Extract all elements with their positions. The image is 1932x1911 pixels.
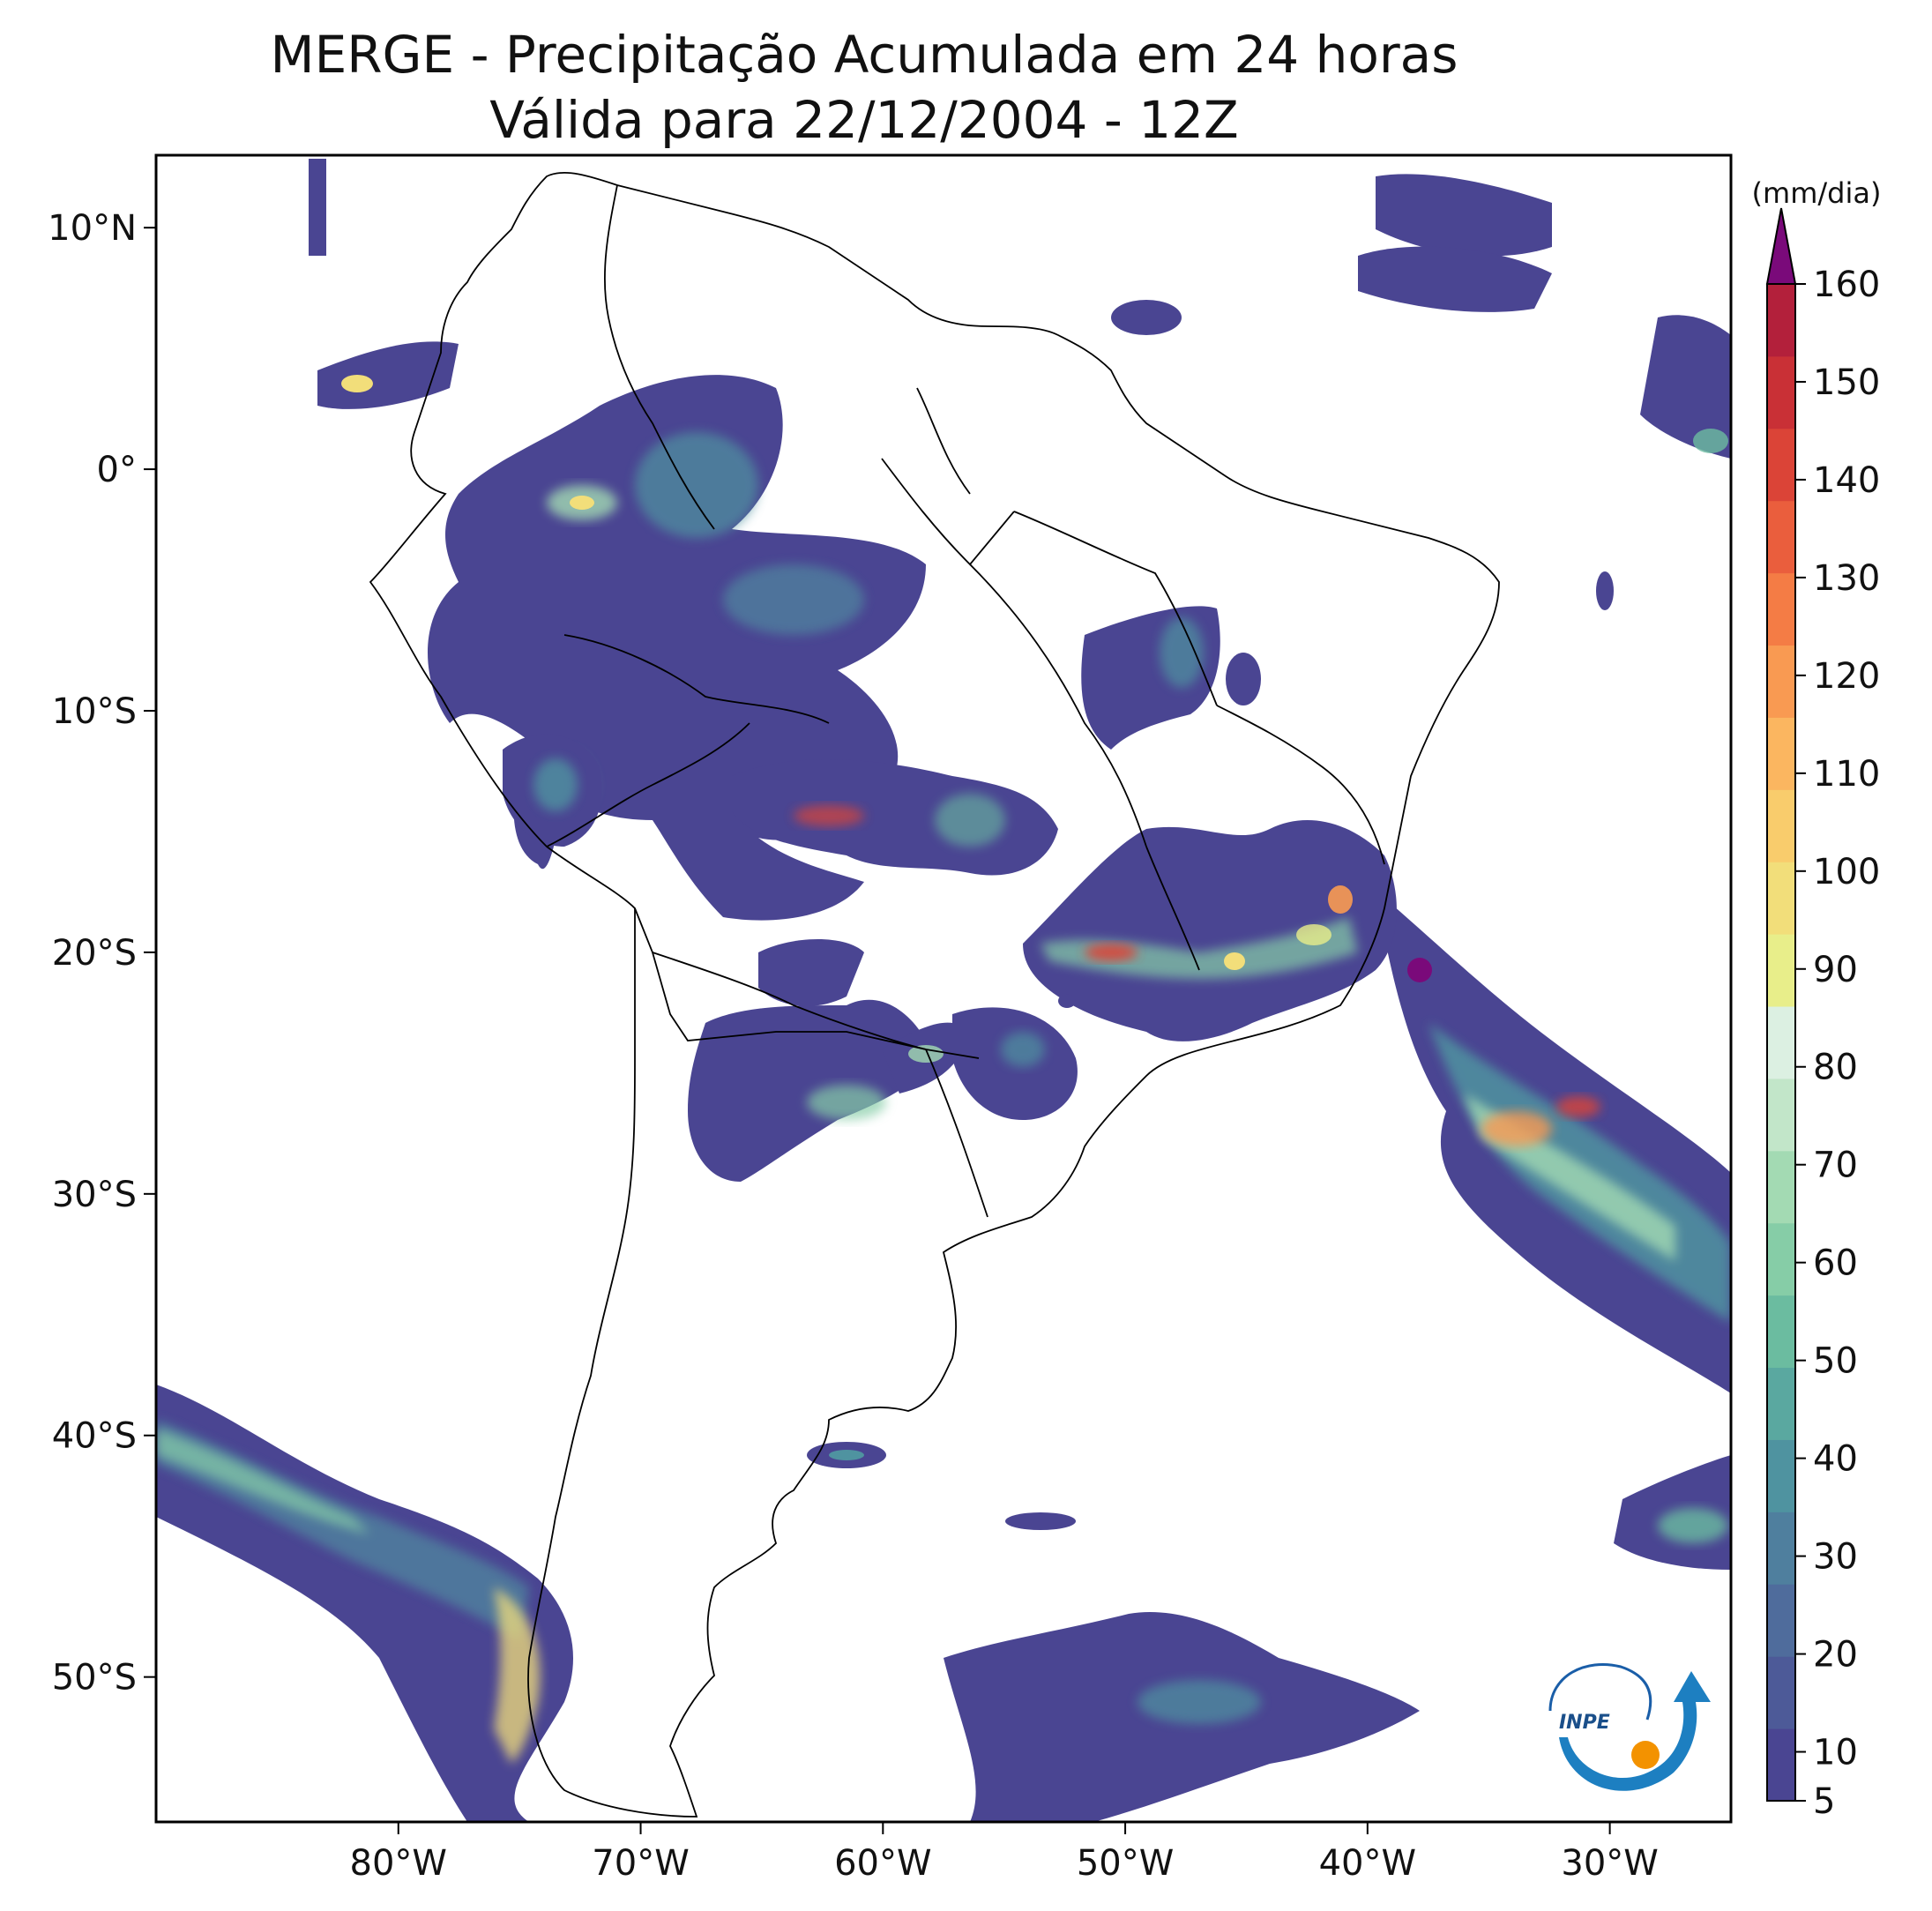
colorbar-tick-label: 10	[1813, 1733, 1858, 1773]
colorbar-segment	[1767, 645, 1795, 718]
colorbar-segment	[1767, 789, 1795, 862]
colorbar-tick-label: 20	[1813, 1635, 1858, 1676]
colorbar-segment	[1767, 1439, 1795, 1512]
lat-tick-label: 40°S	[52, 1416, 137, 1457]
colorbar-tick-label: 140	[1813, 460, 1880, 501]
colorbar-tick-label: 90	[1813, 950, 1858, 990]
colorbar-extend-arrow	[1765, 207, 1797, 285]
latitude-axis: 10°N 0° 10°S 20°S 30°S 40°S 50°S	[48, 208, 156, 1698]
lat-tick-label: 20°S	[52, 933, 137, 974]
colorbar-tick-label: 70	[1813, 1146, 1858, 1186]
colorbar-segment	[1767, 1222, 1795, 1296]
colorbar-segment	[1767, 1295, 1795, 1369]
longitude-axis: 80°W 70°W 60°W 50°W 40°W 30°W	[350, 1822, 1659, 1884]
map-title: MERGE - Precipitação Acumulada em 24 hor…	[270, 25, 1458, 85]
colorbar-segment	[1767, 1078, 1795, 1152]
precipitation-field	[156, 159, 1731, 1822]
colorbar-tick-label: 100	[1813, 852, 1880, 892]
coastlines	[369, 171, 1500, 1818]
colorbar-segment	[1767, 934, 1795, 1007]
colorbar-segment	[1767, 1584, 1795, 1657]
colorbar-segment	[1767, 1656, 1795, 1729]
colorbar-segment	[1767, 572, 1795, 646]
lat-tick-label: 10°S	[52, 691, 137, 732]
inpe-logo-swoosh	[1548, 1662, 1652, 1721]
map-subtitle: Válida para 22/12/2004 - 12Z	[489, 90, 1239, 150]
colorbar-segment	[1767, 862, 1795, 935]
colorbar-tick-label: 30	[1813, 1537, 1858, 1578]
colorbar-tick-label: 50	[1813, 1341, 1858, 1382]
colorbar-segment	[1767, 1006, 1795, 1079]
colorbar: 5 10 20 30 40 50 60 70 80 90 100 110 120 130 140 150 160…	[1752, 176, 1882, 1822]
map-frame	[154, 153, 1733, 1824]
colorbar-tick-label: 160	[1813, 265, 1880, 305]
lat-tick-label: 30°S	[52, 1175, 137, 1215]
rain-band-sacz	[1023, 820, 1397, 1041]
colorbar-tick-label: 40	[1813, 1439, 1858, 1480]
colorbar-segment	[1767, 1150, 1795, 1224]
lon-tick-label: 60°W	[834, 1843, 931, 1884]
lat-tick-label: 10°N	[48, 208, 137, 249]
colorbar-unit-label: (mm/dia)	[1752, 176, 1882, 210]
colorbar-segment	[1767, 284, 1795, 357]
rain-blob-chaco	[688, 999, 935, 1182]
lat-tick-label: 0°	[97, 450, 137, 490]
lat-tick-label: 50°S	[52, 1658, 137, 1698]
lon-tick-label: 70°W	[592, 1843, 689, 1884]
inpe-logo-text: INPE	[1559, 1712, 1610, 1734]
colorbar-tick-label: 110	[1813, 754, 1880, 795]
lon-tick-label: 80°W	[350, 1843, 447, 1884]
colorbar-tick-label: 150	[1813, 362, 1880, 403]
inpe-logo: INPE	[1548, 1662, 1711, 1791]
colorbar-segment	[1767, 428, 1795, 502]
colorbar-tick-label: 130	[1813, 558, 1880, 599]
colorbar-segment	[1767, 1728, 1795, 1802]
colorbar-segment	[1767, 500, 1795, 574]
lon-tick-label: 30°W	[1561, 1843, 1658, 1884]
lon-tick-label: 40°W	[1319, 1843, 1416, 1884]
colorbar-segment	[1767, 1367, 1795, 1440]
colorbar-tick-label: 60	[1813, 1243, 1858, 1284]
colorbar-segment	[1767, 355, 1795, 429]
colorbar-segment	[1767, 717, 1795, 790]
lon-tick-label: 50°W	[1077, 1843, 1174, 1884]
inpe-logo-sun	[1631, 1741, 1660, 1769]
colorbar-segment	[1767, 1512, 1795, 1585]
colorbar-tick-label: 120	[1813, 656, 1880, 697]
colorbar-tick-label: 5	[1813, 1781, 1835, 1822]
colorbar-tick-label: 80	[1813, 1048, 1858, 1088]
